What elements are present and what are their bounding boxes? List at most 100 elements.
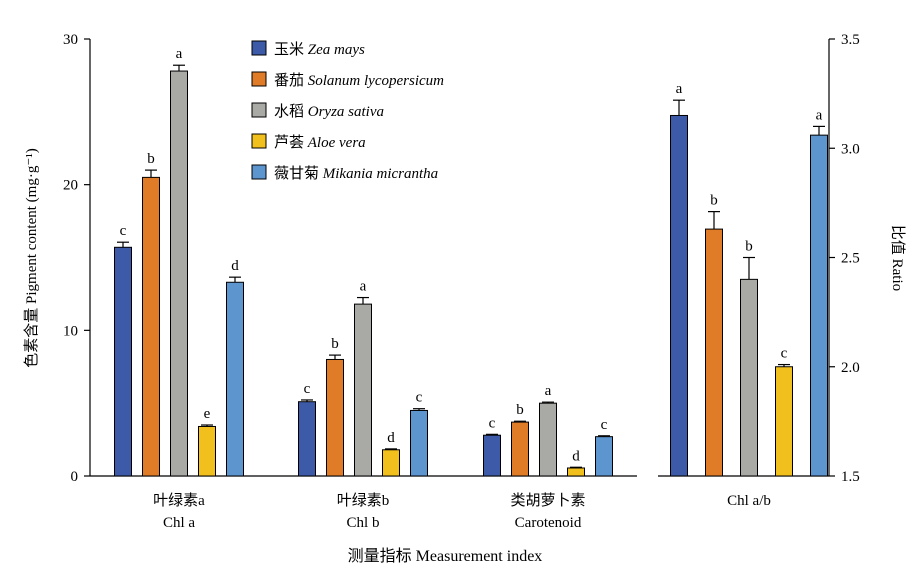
bar-group: a — [670, 81, 688, 477]
legend-item: 番茄 Solanum lycopersicum — [251, 71, 444, 89]
bar-group: d — [567, 448, 585, 477]
group-label-en: Chl b — [347, 515, 380, 531]
group-label-en: Chl a — [163, 515, 195, 531]
bar-group: d — [382, 430, 400, 477]
right-tick-label: 3.5 — [841, 32, 860, 48]
bar-group: b — [511, 402, 529, 477]
significance-letter: c — [120, 223, 127, 239]
bar-group: c — [483, 415, 501, 477]
bar — [382, 449, 400, 477]
bar — [483, 434, 501, 477]
significance-letter: d — [572, 448, 580, 464]
legend-label: 薇甘菊 Mikania micrantha — [274, 165, 438, 182]
bar — [326, 358, 344, 477]
legend-label-latin: Oryza sativa — [308, 104, 384, 120]
left-tick-label: 30 — [63, 32, 78, 48]
bar-group: c — [410, 390, 428, 477]
legend-item: 芦荟 Aloe vera — [251, 133, 366, 151]
significance-letter: e — [204, 406, 211, 422]
bar — [410, 409, 428, 477]
bar-group: b — [142, 151, 160, 477]
bar — [511, 421, 529, 477]
group-label-cn: 叶绿素b — [337, 492, 390, 509]
right-tick-label: 2.5 — [841, 251, 860, 267]
bar — [539, 402, 557, 477]
legend-label-cn: 薇甘菊 — [274, 165, 323, 182]
significance-letter: b — [745, 239, 753, 255]
right-y-axis-title: 比值 Ratio — [889, 225, 906, 291]
bar — [198, 425, 216, 477]
bar-group: c — [595, 417, 613, 477]
bar-group: a — [170, 46, 188, 477]
right-y-axis: 1.5 2.0 2.5 3.0 3.5 — [658, 32, 860, 485]
significance-letter: b — [331, 336, 339, 352]
significance-letter: c — [781, 346, 788, 362]
legend-item: 水稻 Oryza sativa — [251, 102, 384, 120]
bar-group: a — [810, 107, 828, 477]
bar-group: e — [198, 406, 216, 477]
significance-letter: c — [304, 381, 311, 397]
group-label-en: Carotenoid — [515, 515, 582, 531]
group-label-cn: 类胡萝卜素 — [510, 492, 585, 509]
bar — [354, 303, 372, 477]
significance-letter: a — [176, 46, 183, 62]
bar — [170, 70, 188, 477]
legend-swatch — [251, 164, 267, 180]
legend-label-latin: Mikania micrantha — [322, 166, 438, 182]
significance-letter: b — [147, 151, 155, 167]
right-tick-label: 3.0 — [841, 141, 860, 157]
significance-letter: a — [545, 383, 552, 399]
legend-item: 玉米 Zea mays — [251, 40, 365, 58]
legend-swatch — [251, 71, 267, 87]
group-label-cn: 叶绿素a — [153, 492, 205, 509]
legend-item: 薇甘菊 Mikania micrantha — [251, 164, 438, 182]
legend-label-cn: 芦荟 — [274, 134, 308, 151]
bar-group: a — [354, 279, 372, 477]
bar — [810, 134, 828, 477]
bar — [775, 366, 793, 477]
bar-group: d — [226, 258, 244, 477]
bar — [670, 114, 688, 477]
left-tick-label: 20 — [63, 178, 78, 194]
bar-group: b — [705, 193, 723, 477]
bar-group: b — [740, 239, 758, 477]
x-category-labels: 叶绿素a Chl a 叶绿素b Chl b 类胡萝卜素 Carotenoid Chl a/b — [153, 492, 771, 531]
bar-group: a — [539, 383, 557, 477]
legend-label-cn: 玉米 — [274, 41, 308, 58]
significance-letter: c — [601, 417, 608, 433]
left-tick-label: 10 — [63, 323, 78, 339]
legend-swatch — [251, 102, 267, 118]
legend-swatch — [251, 40, 267, 56]
bar — [740, 278, 758, 477]
legend-label: 水稻 Oryza sativa — [274, 103, 384, 120]
significance-letter: b — [710, 193, 718, 209]
bar-group: c — [114, 223, 132, 477]
legend-label-cn: 水稻 — [274, 103, 308, 120]
significance-letter: c — [416, 390, 423, 406]
significance-letter: a — [676, 81, 683, 97]
legend-label-latin: Solanum lycopersicum — [308, 73, 444, 89]
bar — [114, 246, 132, 477]
x-axis-title: 测量指标 Measurement index — [348, 547, 543, 565]
bar — [226, 281, 244, 477]
bar-group: c — [775, 346, 793, 477]
significance-letter: b — [516, 402, 524, 418]
significance-letter: a — [816, 107, 823, 123]
left-y-axis-title: 色素含量 Pigment content (mg·g⁻¹) — [23, 148, 40, 367]
significance-letter: a — [360, 279, 367, 295]
bars: c b a e d c b a d c c b a d c a b b c a — [114, 46, 828, 477]
bar — [595, 436, 613, 477]
left-tick-label: 0 — [71, 469, 79, 485]
bar — [298, 401, 316, 477]
right-tick-label: 1.5 — [841, 469, 860, 485]
significance-letter: d — [231, 258, 239, 274]
right-tick-label: 2.0 — [841, 360, 860, 376]
bar — [567, 467, 585, 477]
bar-group: c — [298, 381, 316, 477]
legend-label-latin: Zea mays — [308, 42, 365, 58]
legend-label-cn: 番茄 — [274, 72, 308, 89]
bar-group: b — [326, 336, 344, 477]
bar — [705, 228, 723, 477]
